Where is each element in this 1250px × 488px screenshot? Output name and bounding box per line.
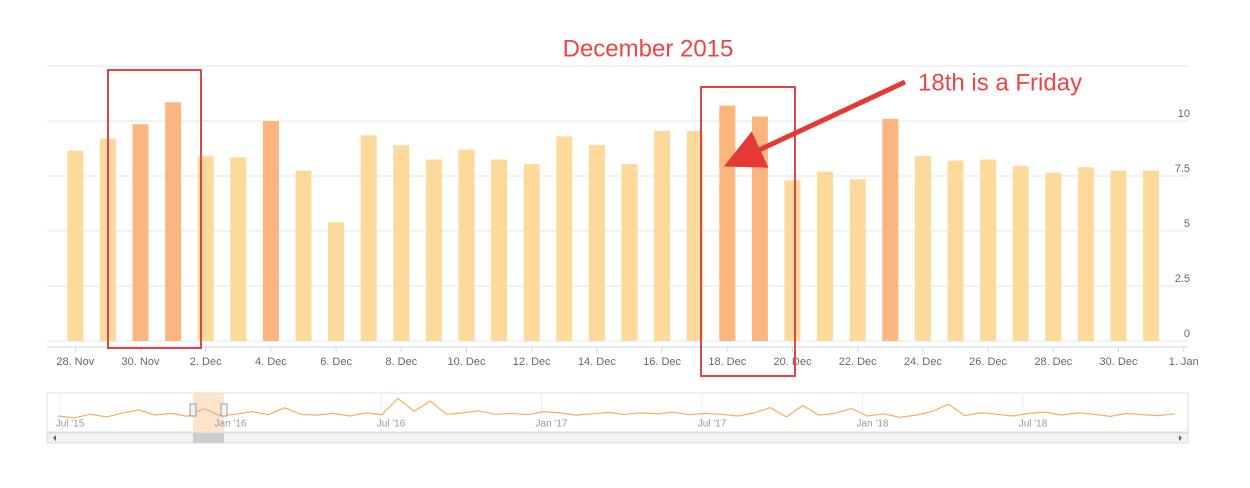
bar	[393, 145, 410, 341]
bar	[295, 170, 312, 341]
bar	[230, 157, 247, 341]
bar	[1012, 166, 1029, 341]
x-tick-label: 22. Dec	[839, 356, 877, 368]
bar	[328, 222, 345, 341]
bar	[654, 130, 671, 341]
bar	[523, 163, 540, 341]
bar	[686, 130, 703, 341]
x-tick-label: 24. Dec	[904, 356, 942, 368]
x-tick-label: 6. Dec	[320, 356, 352, 368]
navigator	[46, 392, 1189, 433]
bar	[458, 149, 475, 341]
navigator-label: Jul '15	[56, 419, 85, 430]
navigator-label: Jan '18	[857, 419, 889, 430]
navigator-series: Jul '15 Jan '16 Jul '16 Jan '17 Jul '17 Jan '…	[56, 393, 1176, 432]
navigator-handle[interactable]	[220, 403, 228, 417]
bar	[621, 163, 638, 341]
bar	[1077, 167, 1094, 341]
y-tick-label: 10	[1178, 108, 1190, 120]
x-tick-label: 30. Nov	[122, 356, 160, 368]
bar	[719, 105, 736, 341]
bar	[1143, 170, 1160, 341]
bar	[491, 159, 508, 341]
bar	[556, 136, 573, 341]
x-tick-label: 18. Dec	[708, 356, 746, 368]
navigator-selection[interactable]	[193, 393, 224, 432]
x-tick-label: 28. Nov	[56, 356, 94, 368]
navigator-label: Jul '18	[1019, 419, 1048, 430]
navigator-handle[interactable]	[189, 403, 197, 417]
highlight-box	[107, 69, 202, 349]
x-tick-label: 26. Dec	[969, 356, 1007, 368]
bar	[165, 102, 182, 341]
bar	[751, 116, 768, 341]
bar	[980, 159, 997, 341]
x-tick-label: 28. Dec	[1034, 356, 1072, 368]
x-tick-label: 30. Dec	[1100, 356, 1138, 368]
bar	[262, 121, 279, 341]
scrollbar-thumb[interactable]	[193, 433, 224, 443]
annotation: 18th is a Friday	[918, 69, 1082, 96]
y-tick-label: 5	[1184, 218, 1190, 230]
bar	[947, 160, 964, 341]
x-tick-label: 8. Dec	[385, 356, 417, 368]
x-tick-label: 10. Dec	[448, 356, 486, 368]
bar	[882, 118, 899, 341]
y-tick-label: 2.5	[1175, 273, 1190, 285]
x-tick-label: 2. Dec	[190, 356, 222, 368]
x-tick-label: 14. Dec	[578, 356, 616, 368]
chart-title: December 2015	[563, 35, 734, 62]
y-tick-label: 7.5	[1175, 163, 1190, 175]
bar	[67, 150, 84, 341]
navigator-label: Jan '17	[536, 419, 568, 430]
navigator-label: Jul '17	[698, 419, 727, 430]
bar	[817, 171, 834, 341]
navigator-label: Jan '16	[215, 419, 247, 430]
x-tick-label: 4. Dec	[255, 356, 287, 368]
bar	[588, 145, 605, 341]
bar	[132, 124, 149, 341]
bar	[425, 159, 442, 341]
bar	[1045, 172, 1062, 341]
bar	[1110, 170, 1127, 341]
plot: 0 2.5 5 7.5 10 28. Nov 30. Nov 2. Dec 4. Dec 6. D…	[47, 102, 1199, 368]
navigator-label: Jul '16	[377, 419, 406, 430]
x-tick-label: 1. Jan	[1169, 356, 1199, 368]
bar	[360, 135, 377, 341]
x-tick-label: 16. Dec	[643, 356, 681, 368]
scrollbar[interactable]	[46, 432, 1189, 444]
bar	[914, 156, 931, 341]
navigator-line	[57, 397, 1176, 419]
arrow	[723, 79, 907, 168]
x-tick-label: 12. Dec	[513, 356, 551, 368]
highlight-box	[700, 86, 796, 377]
y-tick-label: 0	[1184, 328, 1190, 340]
bar	[849, 179, 866, 341]
bar	[784, 180, 801, 341]
x-tick-label: 20. Dec	[774, 356, 812, 368]
